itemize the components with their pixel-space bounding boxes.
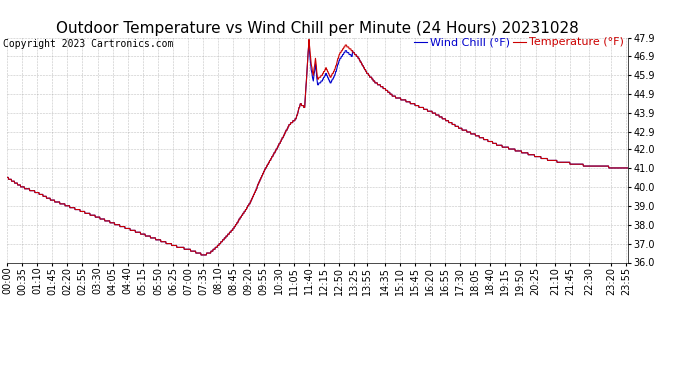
- Temperature (°F): [415, 105, 423, 110]
- Wind Chill (°F): [551, 158, 559, 163]
- Temperature (°F): [624, 166, 632, 170]
- Temperature (°F): [126, 226, 134, 231]
- Wind Chill (°F): [126, 226, 134, 231]
- Wind Chill (°F): [305, 43, 313, 47]
- Wind Chill (°F): [141, 232, 149, 236]
- Temperature (°F): [141, 232, 149, 236]
- Temperature (°F): [197, 253, 205, 257]
- Line: Temperature (°F): Temperature (°F): [7, 39, 628, 255]
- Wind Chill (°F): [624, 166, 632, 170]
- Temperature (°F): [496, 143, 504, 147]
- Wind Chill (°F): [496, 143, 504, 147]
- Legend: Wind Chill (°F), Temperature (°F): Wind Chill (°F), Temperature (°F): [410, 33, 628, 52]
- Temperature (°F): [210, 247, 219, 252]
- Temperature (°F): [551, 158, 559, 163]
- Text: Copyright 2023 Cartronics.com: Copyright 2023 Cartronics.com: [3, 39, 174, 50]
- Wind Chill (°F): [197, 253, 205, 257]
- Wind Chill (°F): [415, 105, 423, 110]
- Title: Outdoor Temperature vs Wind Chill per Minute (24 Hours) 20231028: Outdoor Temperature vs Wind Chill per Mi…: [56, 21, 579, 36]
- Temperature (°F): [305, 37, 313, 42]
- Wind Chill (°F): [3, 175, 11, 180]
- Temperature (°F): [3, 175, 11, 180]
- Wind Chill (°F): [210, 247, 219, 252]
- Line: Wind Chill (°F): Wind Chill (°F): [7, 45, 628, 255]
